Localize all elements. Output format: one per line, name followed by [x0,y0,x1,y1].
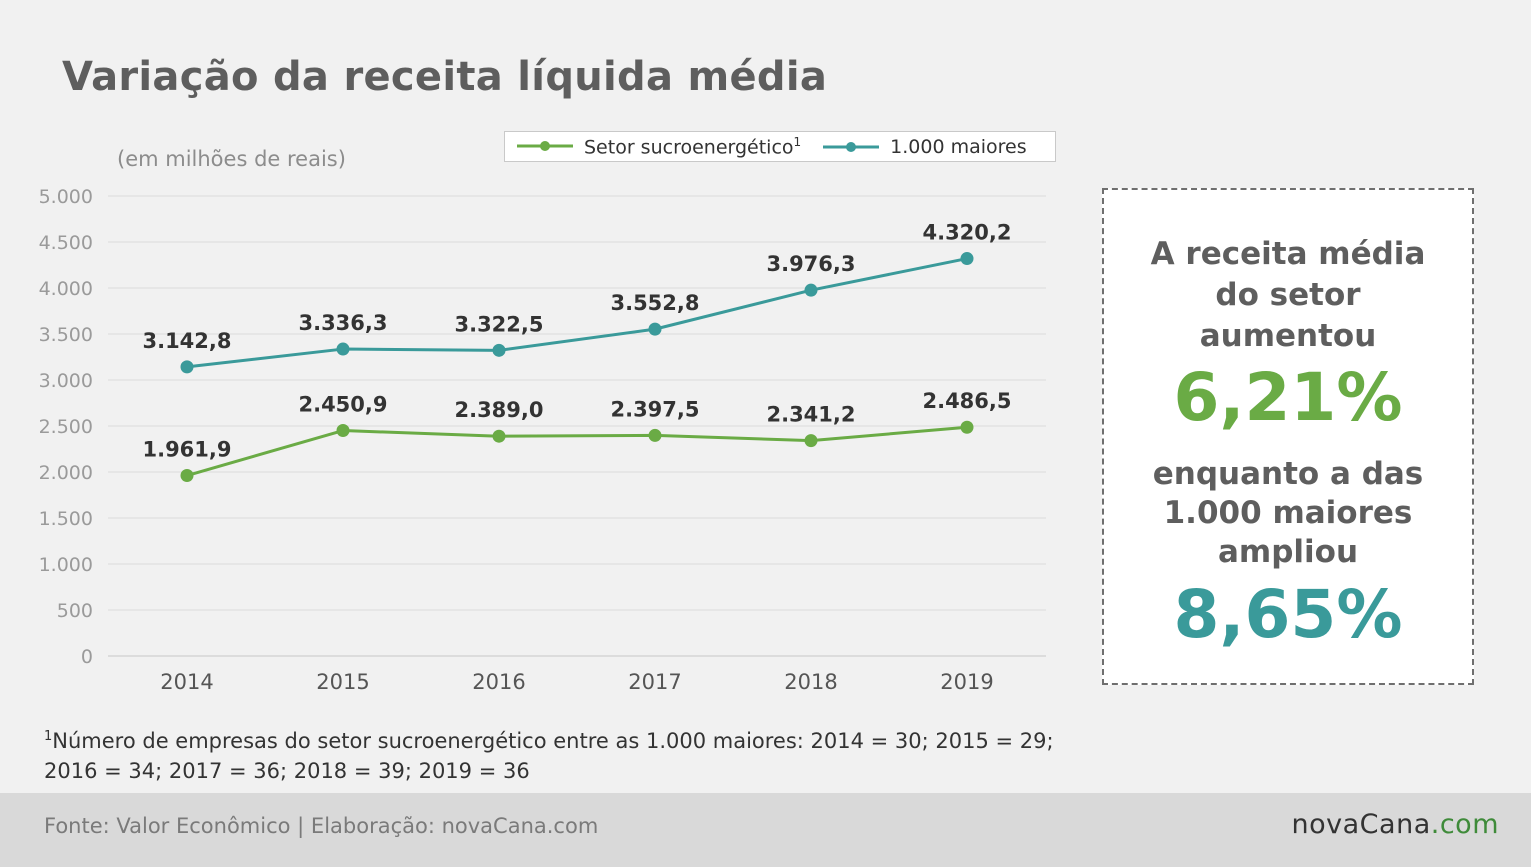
callout-percentage-setor: 6,21% [1173,359,1403,436]
y-tick-label: 3.000 [39,370,93,392]
data-point [804,434,818,448]
series-line-maiores [186,257,968,369]
legend-item-setor: Setor sucroenergético1 [515,135,801,158]
data-label: 2.450,9 [298,393,387,417]
data-label: 1.961,9 [142,438,231,462]
chart-title: Variação da receita líquida média [62,54,828,100]
brand-main: novaCana [1291,809,1431,840]
footnote-line-2: 2016 = 34; 2017 = 36; 2018 = 39; 2019 = … [44,759,530,783]
data-label: 3.976,3 [766,252,855,276]
footnote-line-1: 1Número de empresas do setor sucroenergé… [44,729,1054,753]
x-tick-label: 2018 [784,670,837,694]
series-line-setor [186,425,968,477]
highlight-callout: A receita média do setor aumentou 6,21% … [1102,188,1474,685]
y-tick-label: 3.500 [39,324,93,346]
y-tick-label: 500 [57,600,93,622]
source-text: Fonte: Valor Econômico | Elaboração: nov… [44,814,599,838]
y-tick-label: 0 [81,646,93,668]
legend-label-setor: Setor sucroenergético1 [584,134,802,159]
y-tick-label: 4.500 [39,232,93,254]
brand-logo[interactable]: novaCana.com [1292,809,1499,840]
y-tick-label: 2.500 [39,416,93,438]
brand-suffix: .com [1430,809,1499,840]
x-tick-label: 2017 [628,670,681,694]
data-label: 2.389,0 [454,398,543,422]
unit-label: (em milhões de reais) [117,147,346,171]
callout-percentage-maiores: 8,65% [1173,576,1403,653]
y-tick-label: 2.000 [39,462,93,484]
data-point [492,343,506,357]
data-point [492,429,506,443]
legend: Setor sucroenergético1 1.000 maiores [504,131,1056,162]
data-point [960,420,974,434]
legend-swatch-setor [517,141,573,152]
footer-bar: Fonte: Valor Econômico | Elaboração: nov… [0,793,1531,867]
data-label: 2.397,5 [610,397,699,421]
data-label: 3.336,3 [298,311,387,335]
data-label: 3.142,8 [142,329,231,353]
callout-line-4: enquanto a das [1152,456,1424,492]
footnote: 1Número de empresas do setor sucroenergé… [44,722,1194,786]
data-point [180,469,194,483]
data-point [336,342,350,356]
legend-swatch-maiores [823,141,880,152]
callout-line-3: aumentou [1199,318,1377,354]
x-tick-label: 2019 [940,670,993,694]
data-label: 2.341,2 [766,403,855,427]
y-tick-label: 4.000 [39,278,93,300]
data-point [960,252,974,266]
callout-line-1: A receita média [1150,236,1426,272]
legend-item-maiores: 1.000 maiores [821,135,1027,158]
data-label: 3.322,5 [454,312,543,336]
y-tick-label: 5.000 [39,186,93,208]
data-point [336,424,350,438]
legend-label-maiores: 1.000 maiores [890,135,1027,158]
data-point [648,428,662,442]
data-point [180,360,194,374]
callout-line-6: ampliou [1217,534,1359,570]
data-label: 4.320,2 [922,221,1011,245]
y-tick-label: 1.000 [39,554,93,576]
callout-line-2: do setor [1215,277,1361,313]
callout-line-5: 1.000 maiores [1163,495,1413,531]
x-tick-label: 2015 [316,670,369,694]
data-label: 3.552,8 [610,291,699,315]
data-point [648,322,662,336]
y-tick-label: 1.500 [39,508,93,530]
x-tick-label: 2016 [472,670,525,694]
data-label: 2.486,5 [922,389,1011,413]
x-tick-label: 2014 [160,670,213,694]
data-point [804,283,818,297]
